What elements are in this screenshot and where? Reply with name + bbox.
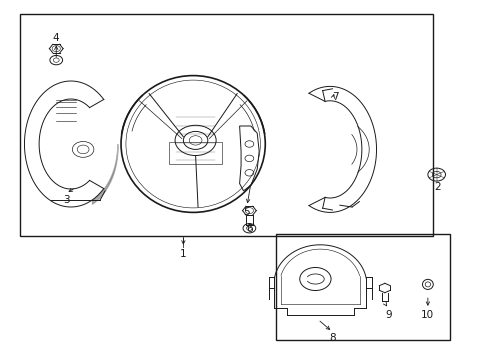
Text: 2: 2 — [433, 182, 440, 192]
Text: 5: 5 — [243, 207, 250, 217]
Text: 6: 6 — [245, 224, 252, 234]
Text: 3: 3 — [62, 195, 69, 205]
Bar — [168, 142, 222, 164]
Text: 4: 4 — [53, 33, 60, 43]
Text: 10: 10 — [421, 310, 433, 320]
Text: 1: 1 — [180, 249, 186, 259]
Text: 9: 9 — [385, 310, 391, 320]
Text: 7: 7 — [331, 92, 338, 102]
Bar — [20, 14, 432, 236]
Bar — [276, 234, 449, 340]
Text: 8: 8 — [328, 333, 335, 343]
